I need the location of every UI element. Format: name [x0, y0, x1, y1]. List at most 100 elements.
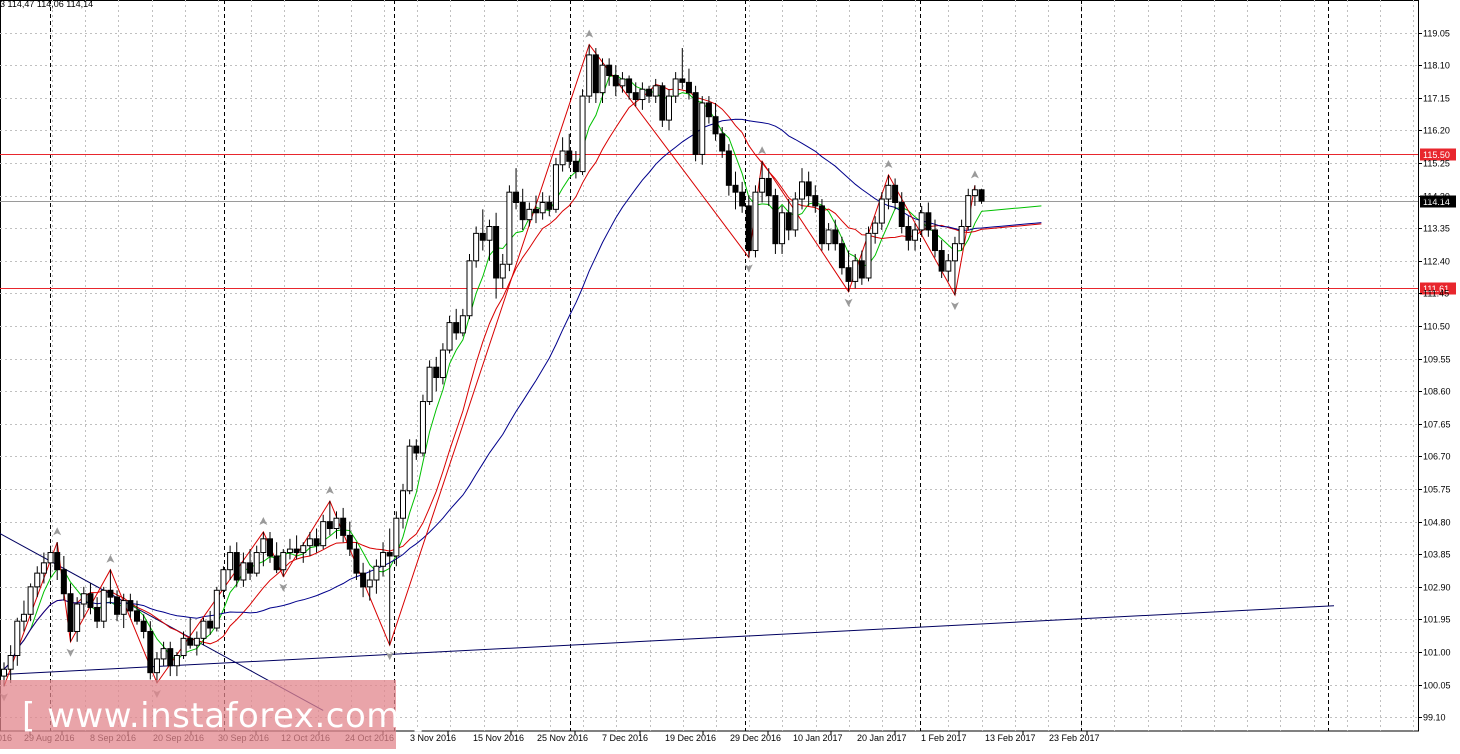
candle [373, 559, 380, 594]
fractal-down-icon [385, 652, 394, 661]
time-tick-label: 15 Nov 2016 [473, 733, 524, 743]
time-tick-label: 29 Dec 2016 [730, 733, 781, 743]
candle [107, 569, 114, 605]
candle [533, 195, 539, 224]
candle-body-down [167, 648, 174, 667]
candle-body-down [938, 250, 945, 272]
candle-body-down [140, 620, 147, 632]
candle [579, 89, 586, 176]
candle [207, 610, 214, 635]
price-tick-label: 103.85 [1423, 550, 1451, 560]
candle-body-up [160, 648, 167, 660]
candle [978, 188, 985, 204]
candle-body-up [27, 586, 34, 615]
candle-body-up [559, 150, 566, 166]
candle-body-up [951, 243, 958, 262]
candle [293, 535, 300, 560]
candle [652, 78, 659, 103]
price-tick-label: 118.10 [1423, 61, 1450, 71]
candle [759, 161, 766, 203]
candle [173, 652, 180, 677]
candle-body-down [60, 569, 67, 595]
price-tick-label: 108.60 [1423, 387, 1451, 397]
candle [120, 593, 127, 629]
candle-body-down [765, 177, 772, 197]
candle [20, 600, 27, 632]
price-tick-label: 119.05 [1423, 29, 1450, 39]
time-tick-label: 19 Dec 2016 [665, 733, 716, 743]
candle-body-down [107, 589, 114, 598]
candle-body-down [346, 534, 353, 550]
price-tick-label: 99.10 [1423, 713, 1446, 723]
candle-body-up [506, 191, 513, 265]
candle [586, 44, 593, 103]
candle [100, 586, 107, 629]
candle [619, 72, 626, 93]
candle-body-down [127, 600, 134, 612]
candle-body-up [286, 548, 293, 554]
candle-body-up [852, 260, 859, 282]
candle-body-down [233, 552, 240, 581]
candle-body-down [818, 205, 825, 245]
candle [818, 199, 825, 251]
candle [34, 566, 41, 598]
candle-body-up [526, 208, 533, 221]
level-tag [1420, 148, 1456, 161]
candle-body-down [692, 92, 699, 155]
candle-body-down [273, 555, 280, 571]
candle [666, 89, 672, 131]
candle-body-down [566, 150, 573, 162]
moving-average-line [3, 83, 1042, 670]
candle [672, 72, 679, 103]
candle [599, 58, 606, 103]
candle [473, 226, 480, 268]
fractal-down-icon [279, 583, 288, 592]
candle-body-down [805, 181, 812, 197]
candle [140, 614, 147, 639]
candle [526, 202, 533, 227]
candle-body-up [1, 668, 7, 677]
candle [393, 511, 400, 567]
candle [240, 552, 247, 587]
candle-body-down [719, 133, 726, 152]
candle [27, 583, 34, 622]
time-tick-label: 1 Feb 2017 [921, 733, 967, 743]
candle-body-up [552, 164, 559, 210]
candle-body-up [220, 569, 227, 591]
level-label: 115.50 [1423, 150, 1450, 160]
time-tick-label: 25 Nov 2016 [537, 733, 588, 743]
price-tick-label: 111.45 [1423, 289, 1449, 299]
candle [938, 240, 945, 278]
candle-body-up [599, 64, 606, 94]
candle-body-down [493, 226, 500, 279]
candle-body-up [393, 517, 400, 557]
candle-body-down [858, 260, 865, 279]
candle [400, 483, 406, 529]
candle-body-down [712, 116, 719, 135]
candle [366, 569, 373, 601]
price-tick-label: 110.50 [1423, 322, 1450, 332]
candle-body-up [200, 620, 207, 639]
candle-body-up [752, 191, 759, 252]
candle [566, 133, 573, 169]
candle [799, 168, 805, 210]
candle [220, 566, 227, 598]
candle-body-up [579, 95, 586, 173]
candle [433, 356, 440, 392]
candle [825, 223, 832, 251]
candle-body-up [958, 226, 965, 245]
candle-body-up [193, 637, 200, 646]
candle [592, 48, 599, 103]
candle-body-up [666, 95, 672, 121]
candle [200, 617, 207, 646]
candle [858, 250, 865, 285]
fractal-up-icon [325, 486, 334, 495]
price-tick-label: 107.65 [1423, 420, 1451, 430]
candle [765, 168, 772, 206]
candle-body-up [865, 232, 872, 279]
price-tick-label: 101.95 [1423, 615, 1451, 625]
price-axis: 119.05 118.10 117.15 116.20 115.25 114.30 113.… [1418, 29, 1451, 723]
candle-body-up [400, 490, 406, 519]
candle-body-up [227, 552, 234, 571]
